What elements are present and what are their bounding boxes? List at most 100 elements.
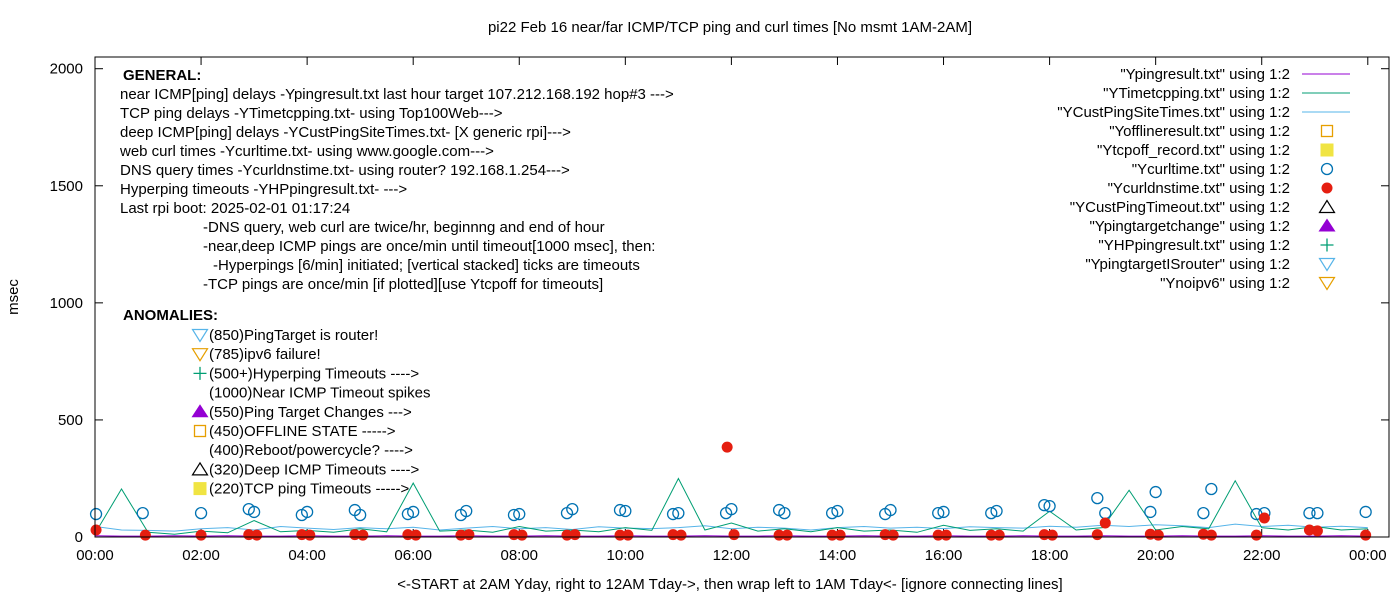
- legend-entry-label: "YTimetcpping.txt" using 1:2: [1103, 85, 1290, 102]
- annotations: GENERAL: near ICMP[ping] delays -Ypingres…: [119, 67, 674, 498]
- legend-entry-label: "Ytcpoff_record.txt" using 1:2: [1097, 142, 1290, 159]
- x-tick-label: 18:00: [1031, 547, 1069, 564]
- data-point-series-5: [1149, 485, 1162, 499]
- anomaly-item: (550)Ping Target Changes --->: [209, 404, 412, 421]
- data-point-series-5: [619, 504, 632, 518]
- anomaly-marker-icon: [191, 461, 209, 476]
- data-point-series-5: [1197, 506, 1210, 520]
- data-point-series-6: [1250, 529, 1262, 541]
- data-point-series-6: [985, 529, 997, 541]
- y-tick-label: 1500: [50, 178, 83, 195]
- x-tick-label: 08:00: [500, 547, 538, 564]
- anomaly-marker-icon: [191, 404, 209, 418]
- data-point-series-6: [1205, 529, 1217, 541]
- anomaly-marker-icon: [191, 348, 209, 362]
- data-point-series-6: [614, 529, 626, 541]
- data-point-series-5: [826, 506, 839, 520]
- x-tick-label: 14:00: [819, 547, 857, 564]
- y-tick-label: 0: [75, 529, 83, 546]
- legend-entry-label: "YCustPingTimeout.txt" using 1:2: [1070, 199, 1290, 216]
- legend-marker-icon: [1318, 218, 1336, 232]
- data-point-series-5: [1205, 482, 1218, 496]
- legend-entry-label: "Ycurltime.txt" using 1:2: [1132, 161, 1290, 178]
- legend-entry-label: "Ycurldnstime.txt" using 1:2: [1108, 180, 1290, 197]
- legend-marker-icon: [1318, 276, 1336, 291]
- x-tick-label: 02:00: [182, 547, 220, 564]
- legend-marker-icon: [1318, 199, 1336, 214]
- axes: 00:00 02:00 04:00 06:00 08:00 10:00 12:00 14:00…: [50, 57, 1389, 564]
- data-point-series-6: [1046, 529, 1058, 541]
- data-point-series-5: [1144, 505, 1157, 519]
- y-tick-label: 1000: [50, 295, 83, 312]
- x-tick-label: 06:00: [394, 547, 432, 564]
- data-point-series-5: [507, 508, 521, 522]
- legend-marker-icon: [1320, 124, 1334, 138]
- anomaly-marker-icon: [193, 482, 207, 496]
- x-tick-label: 20:00: [1137, 547, 1175, 564]
- legend-entry-label: "Yofflineresult.txt" using 1:2: [1109, 123, 1290, 140]
- general-heading: GENERAL:: [123, 67, 201, 84]
- anomaly-marker-icon: [193, 424, 207, 438]
- data-point-series-6: [1152, 529, 1164, 541]
- x-tick-label: 22:00: [1243, 547, 1281, 564]
- data-point-series-6: [993, 529, 1005, 541]
- anomaly-item: (400)Reboot/powercycle? ---->: [209, 442, 413, 459]
- data-point-series-6: [940, 529, 952, 541]
- data-point-series-5: [136, 506, 149, 520]
- anomaly-marker-icon: [193, 366, 207, 380]
- data-point-series-6: [357, 529, 369, 541]
- legend-entry-label: "Ypingtargetchange" using 1:2: [1089, 218, 1290, 235]
- data-point-series-5: [1311, 506, 1324, 520]
- x-tick-label: 04:00: [288, 547, 326, 564]
- data-point-series-5: [460, 504, 473, 518]
- data-point-series-6: [781, 529, 793, 541]
- general-line: near ICMP[ping] delays -Ypingresult.txt …: [120, 86, 674, 103]
- legend-entry-label: "YHPpingresult.txt" using 1:2: [1098, 237, 1290, 254]
- data-point-series-6: [1091, 529, 1103, 541]
- data-point-series-6: [932, 529, 944, 541]
- data-point-series-5: [990, 504, 1003, 518]
- legend: "Ypingresult.txt" using 1:2 "YTimetcpping…: [1057, 66, 1350, 292]
- general-line: Last rpi boot: 2025-02-01 01:17:24: [120, 200, 350, 217]
- data-point-series-6: [728, 529, 740, 541]
- x-tick-label: 00:00: [76, 547, 114, 564]
- data-point-series-6: [834, 529, 846, 541]
- data-point-series-6: [251, 529, 263, 541]
- data-point-series-6: [675, 529, 687, 541]
- data-point-series-5: [613, 503, 627, 517]
- x-tick-label: 00:00: [1349, 547, 1387, 564]
- data-point-series-5: [985, 506, 998, 520]
- anomaly-item: (500+)Hyperping Timeouts ---->: [209, 365, 419, 382]
- data-point-series-6: [463, 529, 475, 541]
- data-point-series-6: [826, 529, 838, 541]
- data-point-series-5: [666, 507, 680, 521]
- data-point-series-5: [725, 502, 738, 516]
- legend-entry-label: "Ynoipv6" using 1:2: [1160, 275, 1290, 292]
- data-point-series-5: [407, 505, 420, 519]
- data-point-series-6: [1258, 512, 1270, 524]
- data-point-series-6: [90, 524, 102, 536]
- note-line: -Hyperpings [6/min] initiated; [vertical…: [213, 257, 640, 274]
- data-point-series-6: [1360, 529, 1372, 541]
- data-point-series-6: [516, 529, 528, 541]
- data-point-series-5: [566, 502, 579, 516]
- data-point-series-5: [354, 508, 367, 522]
- data-point-series-6: [195, 529, 207, 541]
- data-point-series-5: [1359, 505, 1372, 519]
- anomaly-item: (220)TCP ping Timeouts ----->: [209, 481, 409, 498]
- data-point-series-5: [401, 507, 415, 521]
- general-line: Hyperping timeouts -YHPpingresult.txt- -…: [120, 181, 407, 198]
- anomaly-marker-icon: [191, 328, 209, 343]
- data-point-series-6: [721, 441, 733, 453]
- x-tick-label: 10:00: [607, 547, 645, 564]
- legend-entry-label: "YpingtargetISrouter" using 1:2: [1085, 256, 1290, 273]
- data-point-series-5: [672, 506, 685, 520]
- general-line: web curl times -Ycurltime.txt- using www…: [119, 143, 494, 160]
- data-point-series-5: [932, 506, 945, 520]
- anomaly-item: (1000)Near ICMP Timeout spikes: [209, 385, 430, 402]
- data-point-series-6: [887, 529, 899, 541]
- data-point-series-5: [937, 505, 950, 519]
- y-axis-label: msec: [5, 279, 22, 315]
